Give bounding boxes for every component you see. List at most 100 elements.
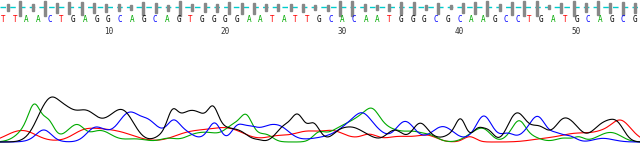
Text: A: A	[24, 15, 29, 24]
Bar	[388, 4, 390, 11]
Text: G: G	[399, 15, 403, 24]
Text: G: G	[574, 15, 579, 24]
Bar	[326, 5, 329, 11]
Text: 50: 50	[572, 27, 581, 36]
Bar	[216, 4, 218, 12]
Text: 30: 30	[338, 27, 347, 36]
Text: G: G	[106, 15, 111, 24]
Bar	[241, 3, 243, 14]
Text: 10: 10	[104, 27, 113, 36]
Bar	[154, 3, 157, 13]
Bar	[56, 3, 58, 13]
Text: G: G	[200, 15, 204, 24]
Text: T: T	[188, 15, 193, 24]
Text: G: G	[211, 15, 216, 24]
Bar	[585, 3, 587, 12]
Text: G: G	[94, 15, 99, 24]
Text: G: G	[410, 15, 415, 24]
Bar	[31, 4, 33, 11]
Bar	[524, 1, 525, 16]
Bar	[573, 1, 575, 16]
Text: A: A	[481, 15, 485, 24]
Text: A: A	[164, 15, 169, 24]
Text: T: T	[270, 15, 275, 24]
Bar	[339, 1, 341, 16]
Text: T: T	[305, 15, 310, 24]
Bar	[253, 3, 255, 14]
Text: C: C	[504, 15, 509, 24]
Text: G: G	[492, 15, 497, 24]
Bar	[449, 5, 452, 9]
Text: C: C	[328, 15, 333, 24]
Text: C: C	[118, 15, 122, 24]
Text: A: A	[364, 15, 368, 24]
Text: A: A	[598, 15, 602, 24]
Text: A: A	[246, 15, 251, 24]
Text: 20: 20	[221, 27, 230, 36]
Text: A: A	[469, 15, 474, 24]
Text: G: G	[235, 15, 239, 24]
Text: G: G	[633, 15, 637, 24]
Bar	[278, 4, 280, 11]
Text: C: C	[153, 15, 157, 24]
Bar	[437, 3, 439, 13]
Text: T: T	[563, 15, 567, 24]
Bar	[118, 4, 120, 11]
Bar	[621, 2, 624, 15]
Bar	[228, 2, 230, 14]
Bar	[413, 2, 415, 15]
Bar	[302, 4, 304, 12]
Bar	[204, 3, 205, 12]
Bar	[265, 4, 267, 11]
Bar	[462, 3, 464, 13]
Text: G: G	[71, 15, 76, 24]
Bar	[401, 2, 403, 14]
Bar	[191, 4, 193, 11]
Text: C: C	[434, 15, 438, 24]
Text: T: T	[387, 15, 392, 24]
Bar	[634, 3, 636, 13]
Bar	[179, 1, 181, 16]
Text: G: G	[609, 15, 614, 24]
Bar	[597, 2, 599, 15]
Bar	[609, 3, 611, 13]
Bar	[474, 2, 476, 14]
Bar	[44, 1, 46, 16]
Text: G: G	[317, 15, 321, 24]
Bar	[167, 5, 169, 11]
Text: G: G	[445, 15, 450, 24]
Text: T: T	[12, 15, 17, 24]
Text: T: T	[60, 15, 64, 24]
Bar	[93, 3, 95, 13]
Bar	[536, 1, 538, 16]
Bar	[376, 5, 378, 10]
Bar	[548, 5, 550, 9]
Text: G: G	[422, 15, 427, 24]
Bar	[351, 1, 353, 16]
Text: A: A	[375, 15, 380, 24]
Text: A: A	[340, 15, 345, 24]
Text: A: A	[551, 15, 556, 24]
Text: G: G	[141, 15, 146, 24]
Bar	[106, 4, 108, 12]
Bar	[290, 4, 292, 11]
Bar	[81, 2, 83, 15]
Text: A: A	[129, 15, 134, 24]
Text: T: T	[1, 15, 5, 24]
Text: C: C	[352, 15, 356, 24]
Bar	[314, 5, 316, 11]
Bar	[499, 4, 500, 11]
Bar	[560, 3, 562, 13]
Text: C: C	[516, 15, 520, 24]
Text: T: T	[293, 15, 298, 24]
Text: C: C	[457, 15, 461, 24]
Bar	[511, 2, 513, 15]
Text: G: G	[176, 15, 181, 24]
Text: C: C	[47, 15, 52, 24]
Text: G: G	[223, 15, 228, 24]
Text: 40: 40	[455, 27, 464, 36]
Bar	[130, 5, 132, 10]
Text: A: A	[83, 15, 87, 24]
Text: A: A	[258, 15, 263, 24]
Bar	[7, 4, 9, 11]
